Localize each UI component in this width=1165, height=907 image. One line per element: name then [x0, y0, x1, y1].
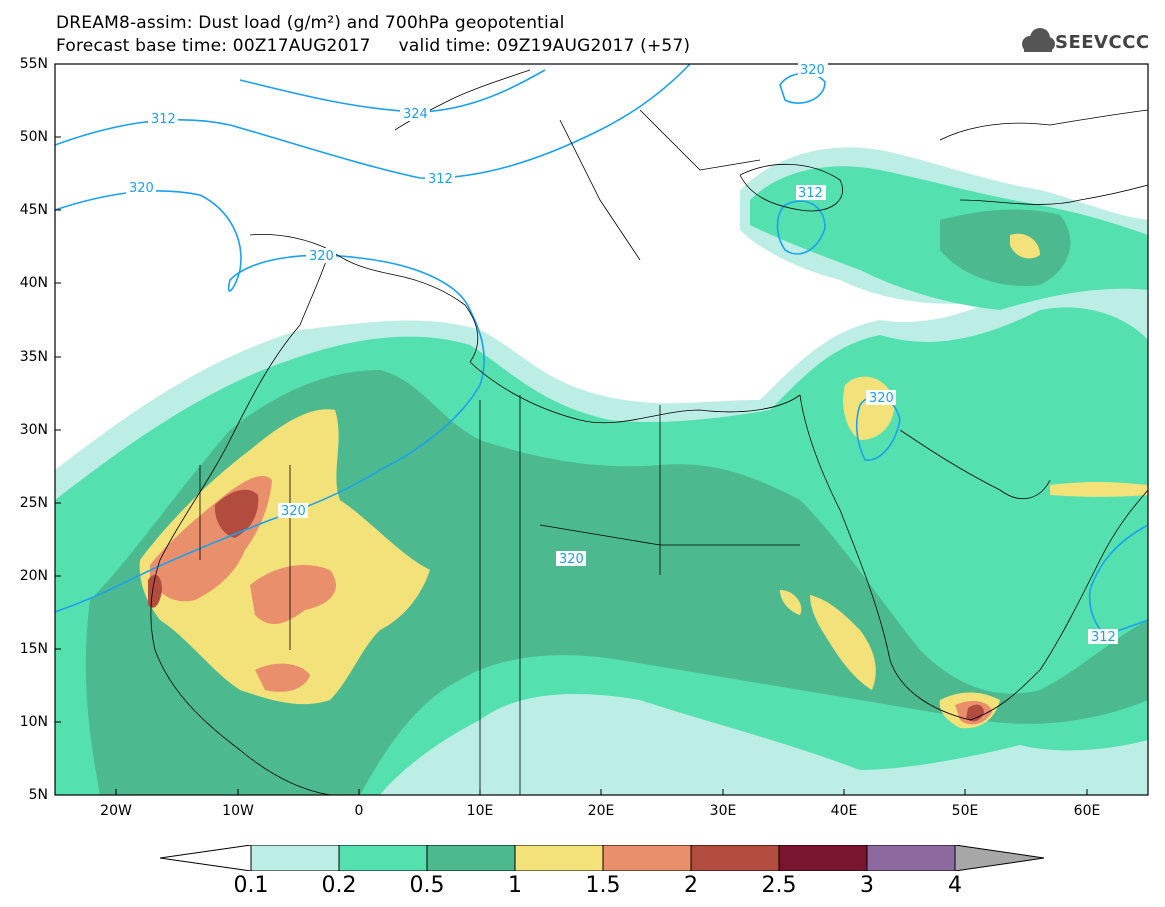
- lon-label: 10E: [466, 803, 494, 819]
- lat-label: 30N: [19, 422, 48, 438]
- colorbar-label: 2: [684, 873, 698, 898]
- lat-label: 50N: [19, 129, 48, 145]
- contour-label: 320: [129, 181, 154, 196]
- colorbar-swatch: [602, 845, 692, 871]
- colorbar-label: 1.5: [585, 873, 621, 898]
- lon-label: 50E: [951, 803, 979, 819]
- colorbar-label: 1: [508, 873, 522, 898]
- colorbar-label: 0.2: [321, 873, 357, 898]
- colorbar-swatch: [426, 845, 516, 871]
- contour-label: 312: [1091, 630, 1116, 645]
- colorbar-low-arrow: [160, 845, 252, 871]
- lon-label: 20E: [587, 803, 615, 819]
- lon-label: 30E: [709, 803, 737, 819]
- logo-text: SEEVCCC: [1055, 32, 1150, 53]
- lat-label: 25N: [19, 495, 48, 511]
- dust-layer-2: [148, 489, 984, 722]
- contour-label: 312: [428, 172, 453, 187]
- colorbar-label: 4: [948, 873, 962, 898]
- colorbar-swatch: [338, 845, 428, 871]
- map-title: DREAM8-assim: Dust load (g/m²) and 700hP…: [56, 13, 565, 33]
- colorbar-label: 0.5: [409, 873, 445, 898]
- contour-label: 312: [798, 186, 823, 201]
- axis-ticks: [55, 63, 1088, 795]
- contour-label: 320: [869, 391, 894, 406]
- lat-label: 15N: [19, 641, 48, 657]
- seevccc-logo: [1022, 28, 1055, 52]
- colorbar-swatch: [866, 845, 956, 871]
- lon-label: 10W: [222, 803, 254, 819]
- colorbar-swatch: [250, 845, 340, 871]
- colorbar-label: 3: [860, 873, 874, 898]
- lat-label: 10N: [19, 714, 48, 730]
- lon-label: 0: [354, 803, 364, 819]
- lon-label: 60E: [1073, 803, 1101, 819]
- lon-label: 40E: [830, 803, 858, 819]
- colorbar-swatch: [514, 845, 604, 871]
- cloud-icon: [1022, 28, 1055, 52]
- lon-label: 20W: [100, 803, 132, 819]
- contour-label: 320: [559, 552, 584, 567]
- map-subtitle: Forecast base time: 00Z17AUG2017 valid t…: [56, 36, 691, 56]
- colorbar-label: 0.1: [233, 873, 269, 898]
- colorbar-swatch: [778, 845, 868, 871]
- contour-label: 312: [151, 112, 176, 127]
- contour-label: 320: [309, 249, 334, 264]
- lat-label: 40N: [19, 275, 48, 291]
- lat-label: 5N: [28, 787, 48, 803]
- colorbar-high-arrow: [954, 845, 1045, 871]
- contour-labels: 312 320 312 320 324 312 320 320 312 320 …: [126, 62, 1118, 645]
- coastlines: [150, 69, 1148, 795]
- lat-label: 55N: [19, 56, 48, 72]
- lat-label: 35N: [19, 349, 48, 365]
- colorbar-swatch: [690, 845, 780, 871]
- contour-label: 320: [281, 504, 306, 519]
- contour-label: 320: [800, 63, 825, 78]
- lat-label: 20N: [19, 568, 48, 584]
- colorbar: [160, 845, 1045, 871]
- contour-label: 324: [403, 107, 428, 122]
- colorbar-label: 2.5: [761, 873, 797, 898]
- lat-label: 45N: [19, 202, 48, 218]
